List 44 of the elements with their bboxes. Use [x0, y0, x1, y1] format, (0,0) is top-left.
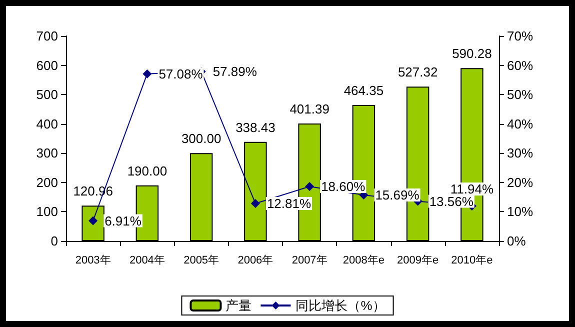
point: [142, 69, 152, 78]
data-label: 57.89%: [212, 64, 258, 79]
data-label: 13.56%: [429, 194, 474, 209]
y2-tick-label: 20%: [507, 174, 534, 190]
y-tick-label: 600: [36, 58, 58, 73]
data-label: 12.81%: [266, 196, 312, 211]
x-tick-label: 2008年e: [342, 254, 384, 266]
y2-tick-label: 30%: [507, 146, 534, 161]
data-label: 18.60%: [321, 179, 366, 194]
x-tick-label: 2010年e: [451, 254, 493, 266]
data-label: 11.94%: [450, 182, 494, 197]
y2-tick-label: 70%: [507, 28, 534, 44]
data-label: 590.28: [452, 46, 492, 62]
data-label: 300.00: [181, 131, 222, 146]
data-label: 338.43: [236, 120, 276, 135]
legend-label: 同比增长（%）: [296, 298, 386, 313]
x-tick-label: 2003年: [75, 254, 111, 266]
x-tick-label: 2004年: [129, 254, 165, 266]
y-tick-label: 200: [36, 174, 58, 190]
x-tick-label: 2005年: [184, 254, 220, 266]
data-label: 190.00: [127, 163, 168, 178]
data-label: 527.32: [398, 64, 438, 80]
y-tick-label: 100: [36, 204, 58, 220]
y-tick-label: 500: [36, 87, 58, 102]
y-tick-label: 400: [36, 116, 58, 132]
point: [250, 198, 260, 208]
y-tick-label: 0: [50, 234, 58, 248]
y2-tick-label: 60%: [507, 58, 534, 73]
data-label: 15.69%: [375, 188, 420, 203]
x-tick-label: 2009年e: [397, 254, 439, 266]
data-label: 57.08%: [158, 66, 204, 82]
point: [305, 182, 314, 192]
x-tick-label: 2006年: [238, 254, 274, 266]
y2-tick-label: 10%: [507, 204, 534, 220]
legend-label: 产量: [226, 298, 252, 313]
y2-tick-label: 0%: [507, 234, 526, 248]
y2-tick-label: 50%: [507, 87, 534, 102]
data-label: 464.35: [344, 83, 384, 98]
y-tick-label: 700: [36, 28, 58, 44]
data-label: 6.91%: [104, 213, 142, 228]
x-tick-label: 2007年: [292, 254, 328, 266]
y2-tick-label: 40%: [507, 116, 534, 132]
y-tick-label: 300: [36, 146, 58, 161]
data-label: 401.39: [290, 101, 330, 116]
